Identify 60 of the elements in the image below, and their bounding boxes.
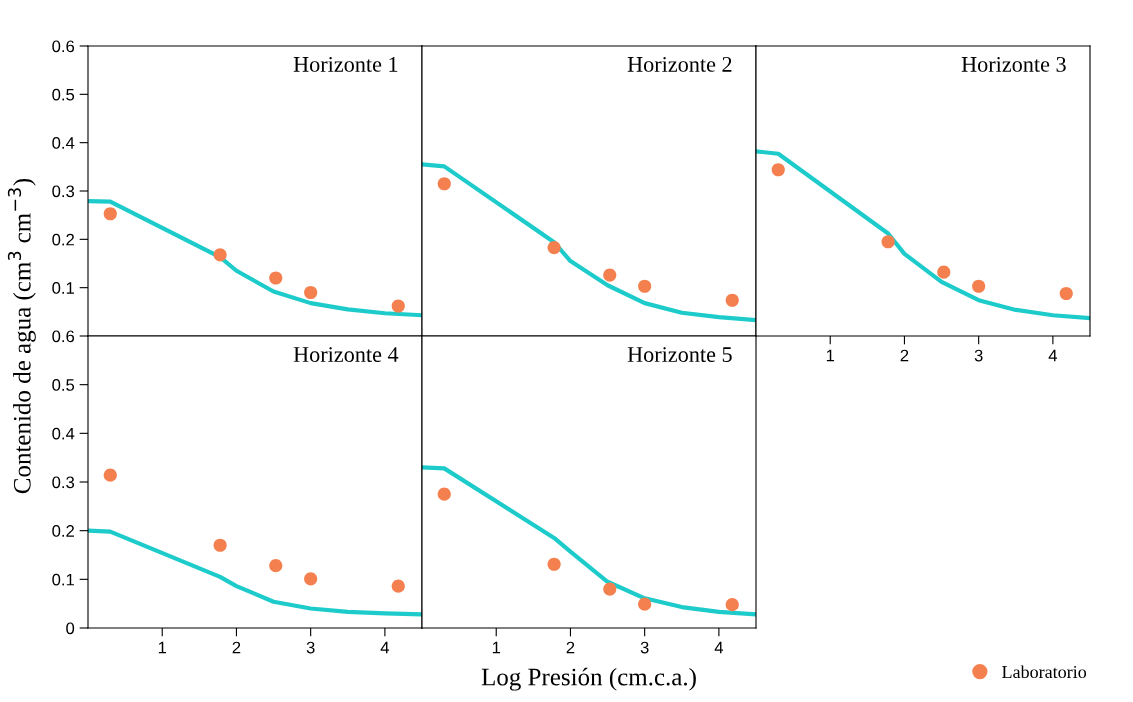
- point: [437, 177, 451, 191]
- x-tick-label: 3: [640, 641, 649, 654]
- x-tick-label: 1: [492, 641, 501, 654]
- point: [103, 468, 117, 482]
- point: [269, 271, 283, 285]
- y-tick-label: 0.5: [52, 88, 75, 101]
- chart-title: Horizonte 1: [293, 56, 398, 72]
- chart-title: Horizonte 4: [293, 347, 399, 362]
- x-tick-label: 3: [974, 349, 983, 362]
- chart-title: Horizonte 3: [961, 56, 1066, 72]
- x-tick-label: 4: [1048, 349, 1058, 362]
- point: [771, 163, 785, 177]
- legend-label: Laboratorio: [1002, 665, 1087, 679]
- line-series: [88, 199, 422, 318]
- point: [213, 248, 227, 262]
- point: [638, 279, 652, 293]
- point: [437, 487, 451, 501]
- point: [304, 285, 318, 300]
- point: [547, 240, 561, 255]
- point: [603, 582, 617, 596]
- x-tick-label: 2: [900, 349, 909, 362]
- y-tick-label: 0.3: [52, 185, 75, 198]
- point: [725, 598, 739, 612]
- line-series: [88, 528, 422, 617]
- y-tick-label: 0: [66, 622, 75, 635]
- point: [972, 279, 986, 293]
- y-tick-label: 0.1: [52, 282, 74, 294]
- y-tick-label: 0.3: [52, 476, 75, 489]
- x-tick-label: 2: [566, 641, 575, 654]
- point: [391, 579, 405, 593]
- x-tick-label: 2: [232, 641, 241, 654]
- point: [1059, 286, 1073, 301]
- y-tick-label: 0.2: [52, 525, 74, 537]
- point: [725, 293, 739, 307]
- point: [213, 538, 227, 552]
- x-tick-label: 1: [826, 349, 835, 362]
- x-tick-label: 4: [380, 641, 390, 654]
- y-tick-label: 0.1: [52, 573, 74, 586]
- point: [304, 572, 318, 586]
- chart-title: Horizonte 2: [627, 56, 732, 72]
- x-axis-title: Log Presión (cm.c.a.): [481, 667, 696, 691]
- x-tick-label: 3: [306, 641, 315, 654]
- chart-title: Horizonte 5: [627, 347, 732, 362]
- y-tick-label: 0.4: [52, 137, 75, 149]
- point: [103, 207, 117, 221]
- point: [547, 557, 561, 571]
- point: [937, 265, 951, 279]
- point: [638, 597, 652, 611]
- point: [269, 559, 283, 573]
- point: [391, 299, 405, 313]
- y-axis-title: Contenido de agua (cm$^{3}$ cm$^{−3}$): [7, 178, 36, 494]
- x-tick-label: 1: [158, 641, 167, 654]
- y-tick-label: 0.4: [52, 427, 75, 440]
- x-tick-label: 4: [714, 641, 724, 654]
- point: [603, 268, 617, 282]
- point: [881, 235, 895, 249]
- y-tick-label: 0.6: [52, 40, 75, 53]
- y-tick-label: 0.6: [52, 330, 75, 343]
- y-tick-label: 0.2: [52, 233, 74, 246]
- y-tick-label: 0.5: [52, 379, 75, 391]
